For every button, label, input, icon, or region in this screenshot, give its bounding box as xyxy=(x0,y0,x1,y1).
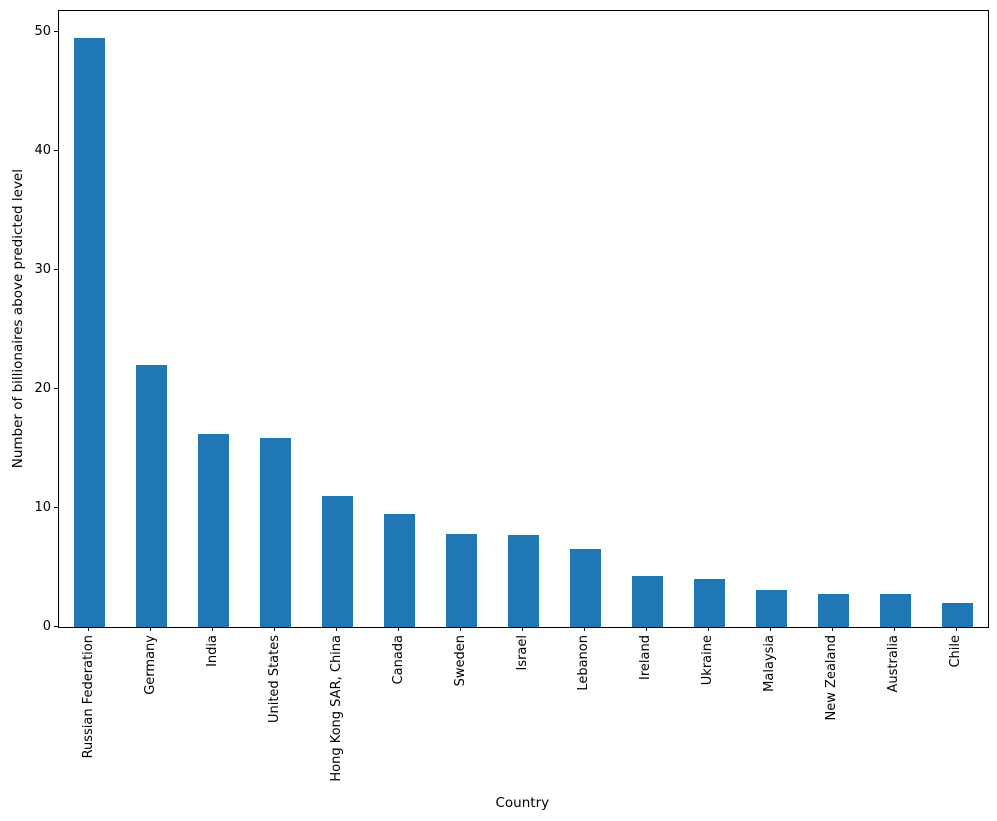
x-tick-mark-malaysia xyxy=(769,627,771,631)
bar-israel xyxy=(508,535,539,627)
x-tick-label-india: India xyxy=(204,635,220,667)
x-tick-label-russian-federation: Russian Federation xyxy=(80,635,96,759)
plot-area xyxy=(58,10,989,628)
y-tick-label-10: 10 xyxy=(34,499,51,515)
x-tick-mark-united-states xyxy=(274,627,276,631)
x-tick-mark-new-zealand xyxy=(831,627,833,631)
x-tick-mark-chile xyxy=(955,627,957,631)
x-tick-mark-hong-kong-sar-china xyxy=(336,627,338,631)
x-tick-label-new-zealand: New Zealand xyxy=(824,635,840,721)
x-tick-mark-sweden xyxy=(460,627,462,631)
x-tick-mark-canada xyxy=(398,627,400,631)
y-tick-mark-20 xyxy=(54,387,58,389)
y-tick-mark-10 xyxy=(54,506,58,508)
x-tick-label-sweden: Sweden xyxy=(452,635,468,687)
bar-india xyxy=(198,434,230,627)
x-tick-label-israel: Israel xyxy=(514,635,530,671)
y-tick-label-0: 0 xyxy=(42,618,51,634)
y-tick-label-20: 20 xyxy=(34,380,51,396)
bar-ukraine xyxy=(693,579,725,627)
x-tick-mark-lebanon xyxy=(583,627,585,631)
x-tick-label-germany: Germany xyxy=(142,635,158,695)
x-tick-mark-germany xyxy=(150,627,152,631)
y-tick-mark-40 xyxy=(54,149,58,151)
y-tick-label-50: 50 xyxy=(34,23,51,39)
x-tick-label-united-states: United States xyxy=(266,635,282,724)
bar-lebanon xyxy=(569,548,601,627)
x-tick-label-lebanon: Lebanon xyxy=(576,635,592,691)
x-tick-mark-ukraine xyxy=(707,627,709,631)
bar-new-zealand xyxy=(817,593,849,627)
x-tick-label-malaysia: Malaysia xyxy=(762,635,778,692)
x-tick-label-australia: Australia xyxy=(886,635,902,693)
x-tick-label-ireland: Ireland xyxy=(638,635,654,680)
x-tick-mark-india xyxy=(212,627,214,631)
bar-hong-kong-sar-china xyxy=(322,496,354,627)
x-tick-label-chile: Chile xyxy=(948,635,964,668)
x-axis-label: Country xyxy=(495,795,550,811)
x-tick-label-ukraine: Ukraine xyxy=(700,635,716,686)
y-axis-label: Number of billionaires above predicted l… xyxy=(10,168,26,468)
x-tick-mark-ireland xyxy=(645,627,647,631)
y-tick-mark-50 xyxy=(54,30,58,32)
y-tick-label-30: 30 xyxy=(34,261,51,277)
bar-united-states xyxy=(260,437,292,627)
bar-chile xyxy=(941,603,973,627)
x-tick-mark-israel xyxy=(522,627,523,631)
bar-ireland xyxy=(631,576,663,627)
bar-sweden xyxy=(446,534,478,627)
bar-germany xyxy=(136,365,168,627)
x-tick-label-hong-kong-sar-china: Hong Kong SAR, China xyxy=(328,635,344,782)
x-tick-mark-australia xyxy=(893,627,895,631)
bar-russian-federation xyxy=(74,38,106,627)
bar-canada xyxy=(384,514,416,627)
x-tick-label-canada: Canada xyxy=(390,635,406,685)
x-tick-mark-russian-federation xyxy=(88,627,90,631)
y-tick-label-40: 40 xyxy=(34,142,51,158)
bar-australia xyxy=(879,594,911,627)
y-tick-mark-0 xyxy=(54,625,58,627)
bar-malaysia xyxy=(755,589,787,627)
y-tick-mark-30 xyxy=(54,268,58,270)
